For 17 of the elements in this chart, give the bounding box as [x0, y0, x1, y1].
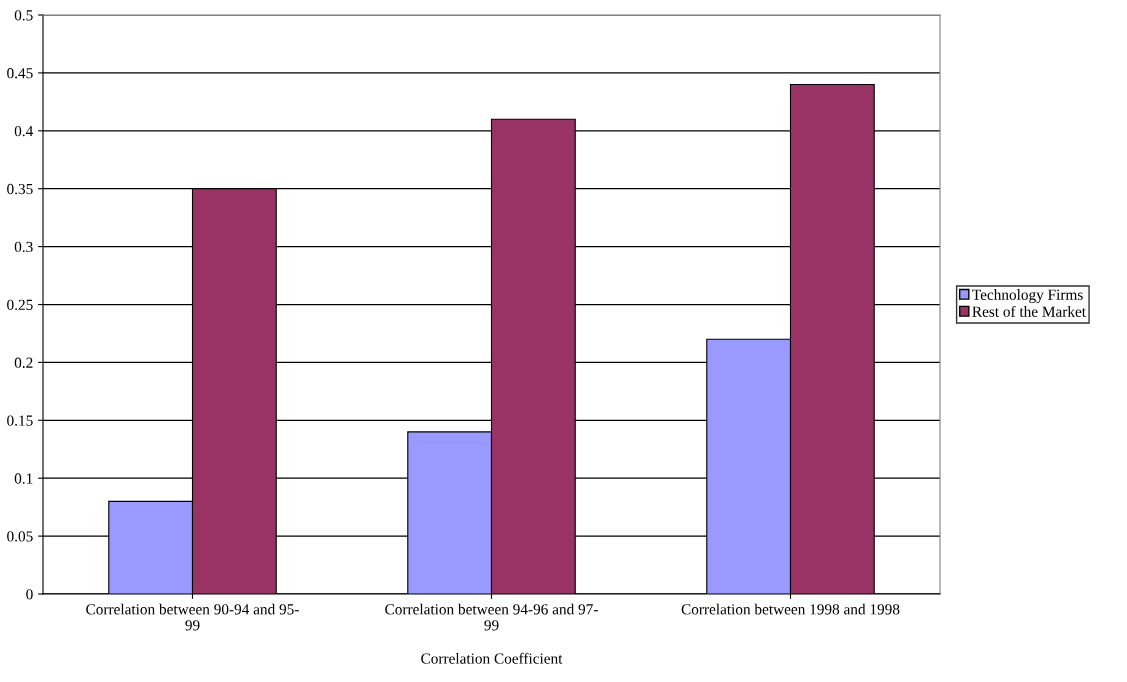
x-tick-label: Correlation between 94-96 and 97- 99	[385, 603, 598, 631]
legend-label: Technology Firms	[972, 289, 1083, 303]
y-tick-label: 0.4	[14, 125, 34, 137]
y-tick-label: 0	[26, 589, 33, 600]
y-tick-label: 0.05	[7, 531, 33, 542]
y-tick-label: 0.1	[14, 473, 33, 484]
y-tick-label: 0.3	[14, 241, 33, 253]
x-tick-label: Correlation between 1998 and 1998	[681, 603, 900, 615]
legend-label: Rest of the Market	[972, 305, 1086, 317]
x-tick-label: Correlation between 90-94 and 95- 99	[86, 603, 299, 631]
x-axis-title: Correlation Coefficient	[421, 652, 563, 664]
y-tick-label: 0.45	[7, 68, 33, 79]
y-tick-label: 0.25	[7, 299, 33, 311]
y-tick-label: 0.2	[14, 357, 33, 368]
y-tick-label: 0.15	[7, 415, 33, 426]
y-tick-label: 0.35	[7, 183, 33, 195]
y-tick-label: 0.5	[14, 10, 33, 21]
